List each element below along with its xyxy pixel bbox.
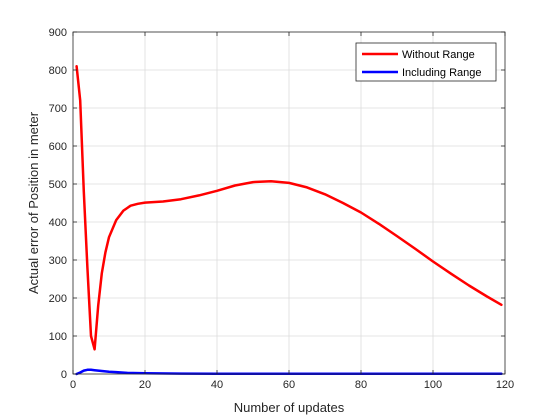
x-tick-labels: 0 20 40 60 80 100 120 <box>70 379 514 391</box>
legend-label-without-range: Without Range <box>402 49 475 61</box>
x-tick-label: 100 <box>424 379 442 391</box>
y-tick-label: 300 <box>49 255 67 267</box>
y-tick-label: 500 <box>49 179 67 191</box>
x-tick-label: 0 <box>70 379 76 391</box>
y-tick-label: 0 <box>61 369 67 381</box>
y-tick-label: 400 <box>49 217 67 229</box>
y-tick-label: 900 <box>49 27 67 39</box>
x-tick-label: 20 <box>139 379 151 391</box>
legend-label-including-range: Including Range <box>402 67 482 79</box>
y-axis-label: Actual error of Position in meter <box>26 111 41 294</box>
legend-box <box>355 42 497 82</box>
x-tick-label: 60 <box>283 379 295 391</box>
y-tick-label: 700 <box>49 103 67 115</box>
x-tick-label: 80 <box>355 379 367 391</box>
axis-ticks <box>72 31 506 375</box>
x-axis-label: Number of updates <box>234 400 345 415</box>
x-tick-label: 120 <box>496 379 514 391</box>
legend: Without Range Including Range <box>355 42 497 82</box>
y-tick-labels: 0 100 200 300 400 500 600 700 800 900 <box>49 27 67 381</box>
series-line-without-range <box>75 64 503 351</box>
y-tick-label: 600 <box>49 141 67 153</box>
x-tick-label: 40 <box>211 379 223 391</box>
y-tick-label: 100 <box>49 331 67 343</box>
y-tick-label: 200 <box>49 293 67 305</box>
y-tick-label: 800 <box>49 65 67 77</box>
